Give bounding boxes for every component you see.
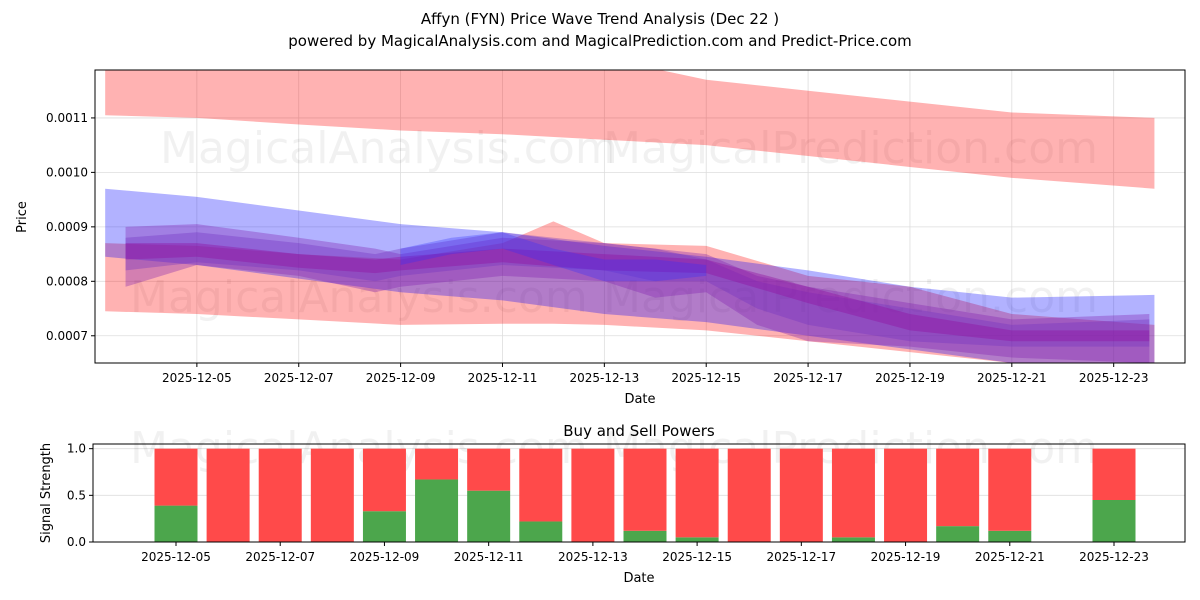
x-tick-label: 2025-12-15 bbox=[671, 371, 741, 385]
buy-bar bbox=[362, 511, 406, 542]
x-tick-label: 2025-12-17 bbox=[766, 550, 836, 564]
sell-bar bbox=[623, 448, 667, 531]
x-tick-label: 2025-12-19 bbox=[875, 371, 945, 385]
purple-core bbox=[125, 243, 1150, 342]
x-tick-label: 2025-12-05 bbox=[141, 550, 211, 564]
x-tick-label: 2025-12-07 bbox=[245, 550, 315, 564]
sell-bar bbox=[467, 448, 511, 491]
sell-bar bbox=[571, 448, 615, 542]
blue-wave bbox=[400, 232, 707, 282]
y-axis-label: Price bbox=[15, 201, 30, 233]
buy-bar bbox=[623, 530, 667, 542]
purple-wave-1 bbox=[125, 224, 1150, 363]
x-tick-label: 2025-12-11 bbox=[454, 550, 524, 564]
x-tick-label: 2025-12-05 bbox=[162, 371, 232, 385]
sell-bar bbox=[1092, 448, 1136, 500]
x-tick-label: 2025-12-21 bbox=[977, 371, 1047, 385]
y-tick-label: 0.0 bbox=[67, 535, 86, 549]
sell-bar bbox=[936, 448, 980, 527]
purple-wave-2 bbox=[125, 232, 1150, 347]
y-tick-label: 0.5 bbox=[67, 488, 86, 502]
buy-bar bbox=[988, 530, 1032, 542]
x-axis-label: Date bbox=[623, 571, 654, 586]
x-tick-label: 2025-12-11 bbox=[468, 371, 538, 385]
sell-bar bbox=[675, 448, 719, 538]
sell-bar bbox=[154, 448, 198, 506]
lower-red-band bbox=[105, 221, 1155, 363]
plot-frame bbox=[94, 69, 1186, 364]
x-tick-label: 2025-12-13 bbox=[569, 371, 639, 385]
buy-bar bbox=[154, 505, 198, 542]
x-tick-label: 2025-12-09 bbox=[366, 371, 436, 385]
sell-bar bbox=[362, 448, 406, 512]
bar-chart-title: Buy and Sell Powers bbox=[563, 422, 715, 440]
watermark: MagicalPrediction.com bbox=[603, 123, 1098, 174]
buy-bar bbox=[519, 521, 563, 542]
watermark: MagicalAnalysis.com bbox=[160, 123, 618, 174]
sell-bar bbox=[727, 448, 771, 542]
x-tick-label: 2025-12-07 bbox=[264, 371, 334, 385]
y-tick-label: 0.0007 bbox=[46, 329, 88, 343]
watermark: MagicalAnalysis.com bbox=[130, 272, 588, 323]
x-tick-label: 2025-12-23 bbox=[1079, 371, 1149, 385]
y-tick-label: 1.0 bbox=[67, 442, 86, 456]
buy-bar bbox=[415, 479, 459, 542]
buy-bar bbox=[936, 526, 980, 542]
y-tick-label: 0.0010 bbox=[46, 165, 88, 179]
sell-bar bbox=[884, 448, 928, 542]
x-tick-label: 2025-12-21 bbox=[975, 550, 1045, 564]
y-tick-label: 0.0008 bbox=[46, 274, 88, 288]
watermark: MagicalAnalysis.com bbox=[130, 423, 588, 474]
chart-subtitle: powered by MagicalAnalysis.com and Magic… bbox=[288, 32, 912, 50]
x-tick-label: 2025-12-23 bbox=[1079, 550, 1149, 564]
bands-group bbox=[105, 70, 1155, 363]
sell-bar bbox=[988, 448, 1032, 531]
x-tick-label: 2025-12-09 bbox=[350, 550, 420, 564]
sell-bar bbox=[519, 448, 563, 522]
sell-bar bbox=[415, 448, 459, 480]
sell-bar bbox=[206, 448, 250, 542]
x-tick-label: 2025-12-19 bbox=[871, 550, 941, 564]
plot-frame bbox=[92, 443, 1186, 543]
watermark: MagicalPrediction.com bbox=[603, 272, 1098, 323]
y-tick-label: 0.0009 bbox=[46, 220, 88, 234]
buy-bar bbox=[831, 537, 875, 542]
x-tick-label: 2025-12-13 bbox=[558, 550, 628, 564]
upper-red-band bbox=[105, 70, 1155, 189]
x-axis-label: Date bbox=[624, 392, 655, 407]
sell-bar bbox=[831, 448, 875, 538]
x-tick-label: 2025-12-15 bbox=[662, 550, 732, 564]
buy-bar bbox=[467, 490, 511, 542]
buy-bar bbox=[675, 537, 719, 542]
sell-bar bbox=[779, 448, 823, 542]
y-tick-label: 0.0011 bbox=[46, 111, 88, 125]
sell-bar bbox=[258, 448, 302, 542]
sell-bar bbox=[310, 448, 354, 542]
x-tick-label: 2025-12-17 bbox=[773, 371, 843, 385]
chart-title: Affyn (FYN) Price Wave Trend Analysis (D… bbox=[420, 10, 780, 28]
y-axis-label: Signal Strength bbox=[39, 443, 54, 543]
blue-band bbox=[105, 188, 1155, 363]
buy-bar bbox=[1092, 500, 1136, 542]
